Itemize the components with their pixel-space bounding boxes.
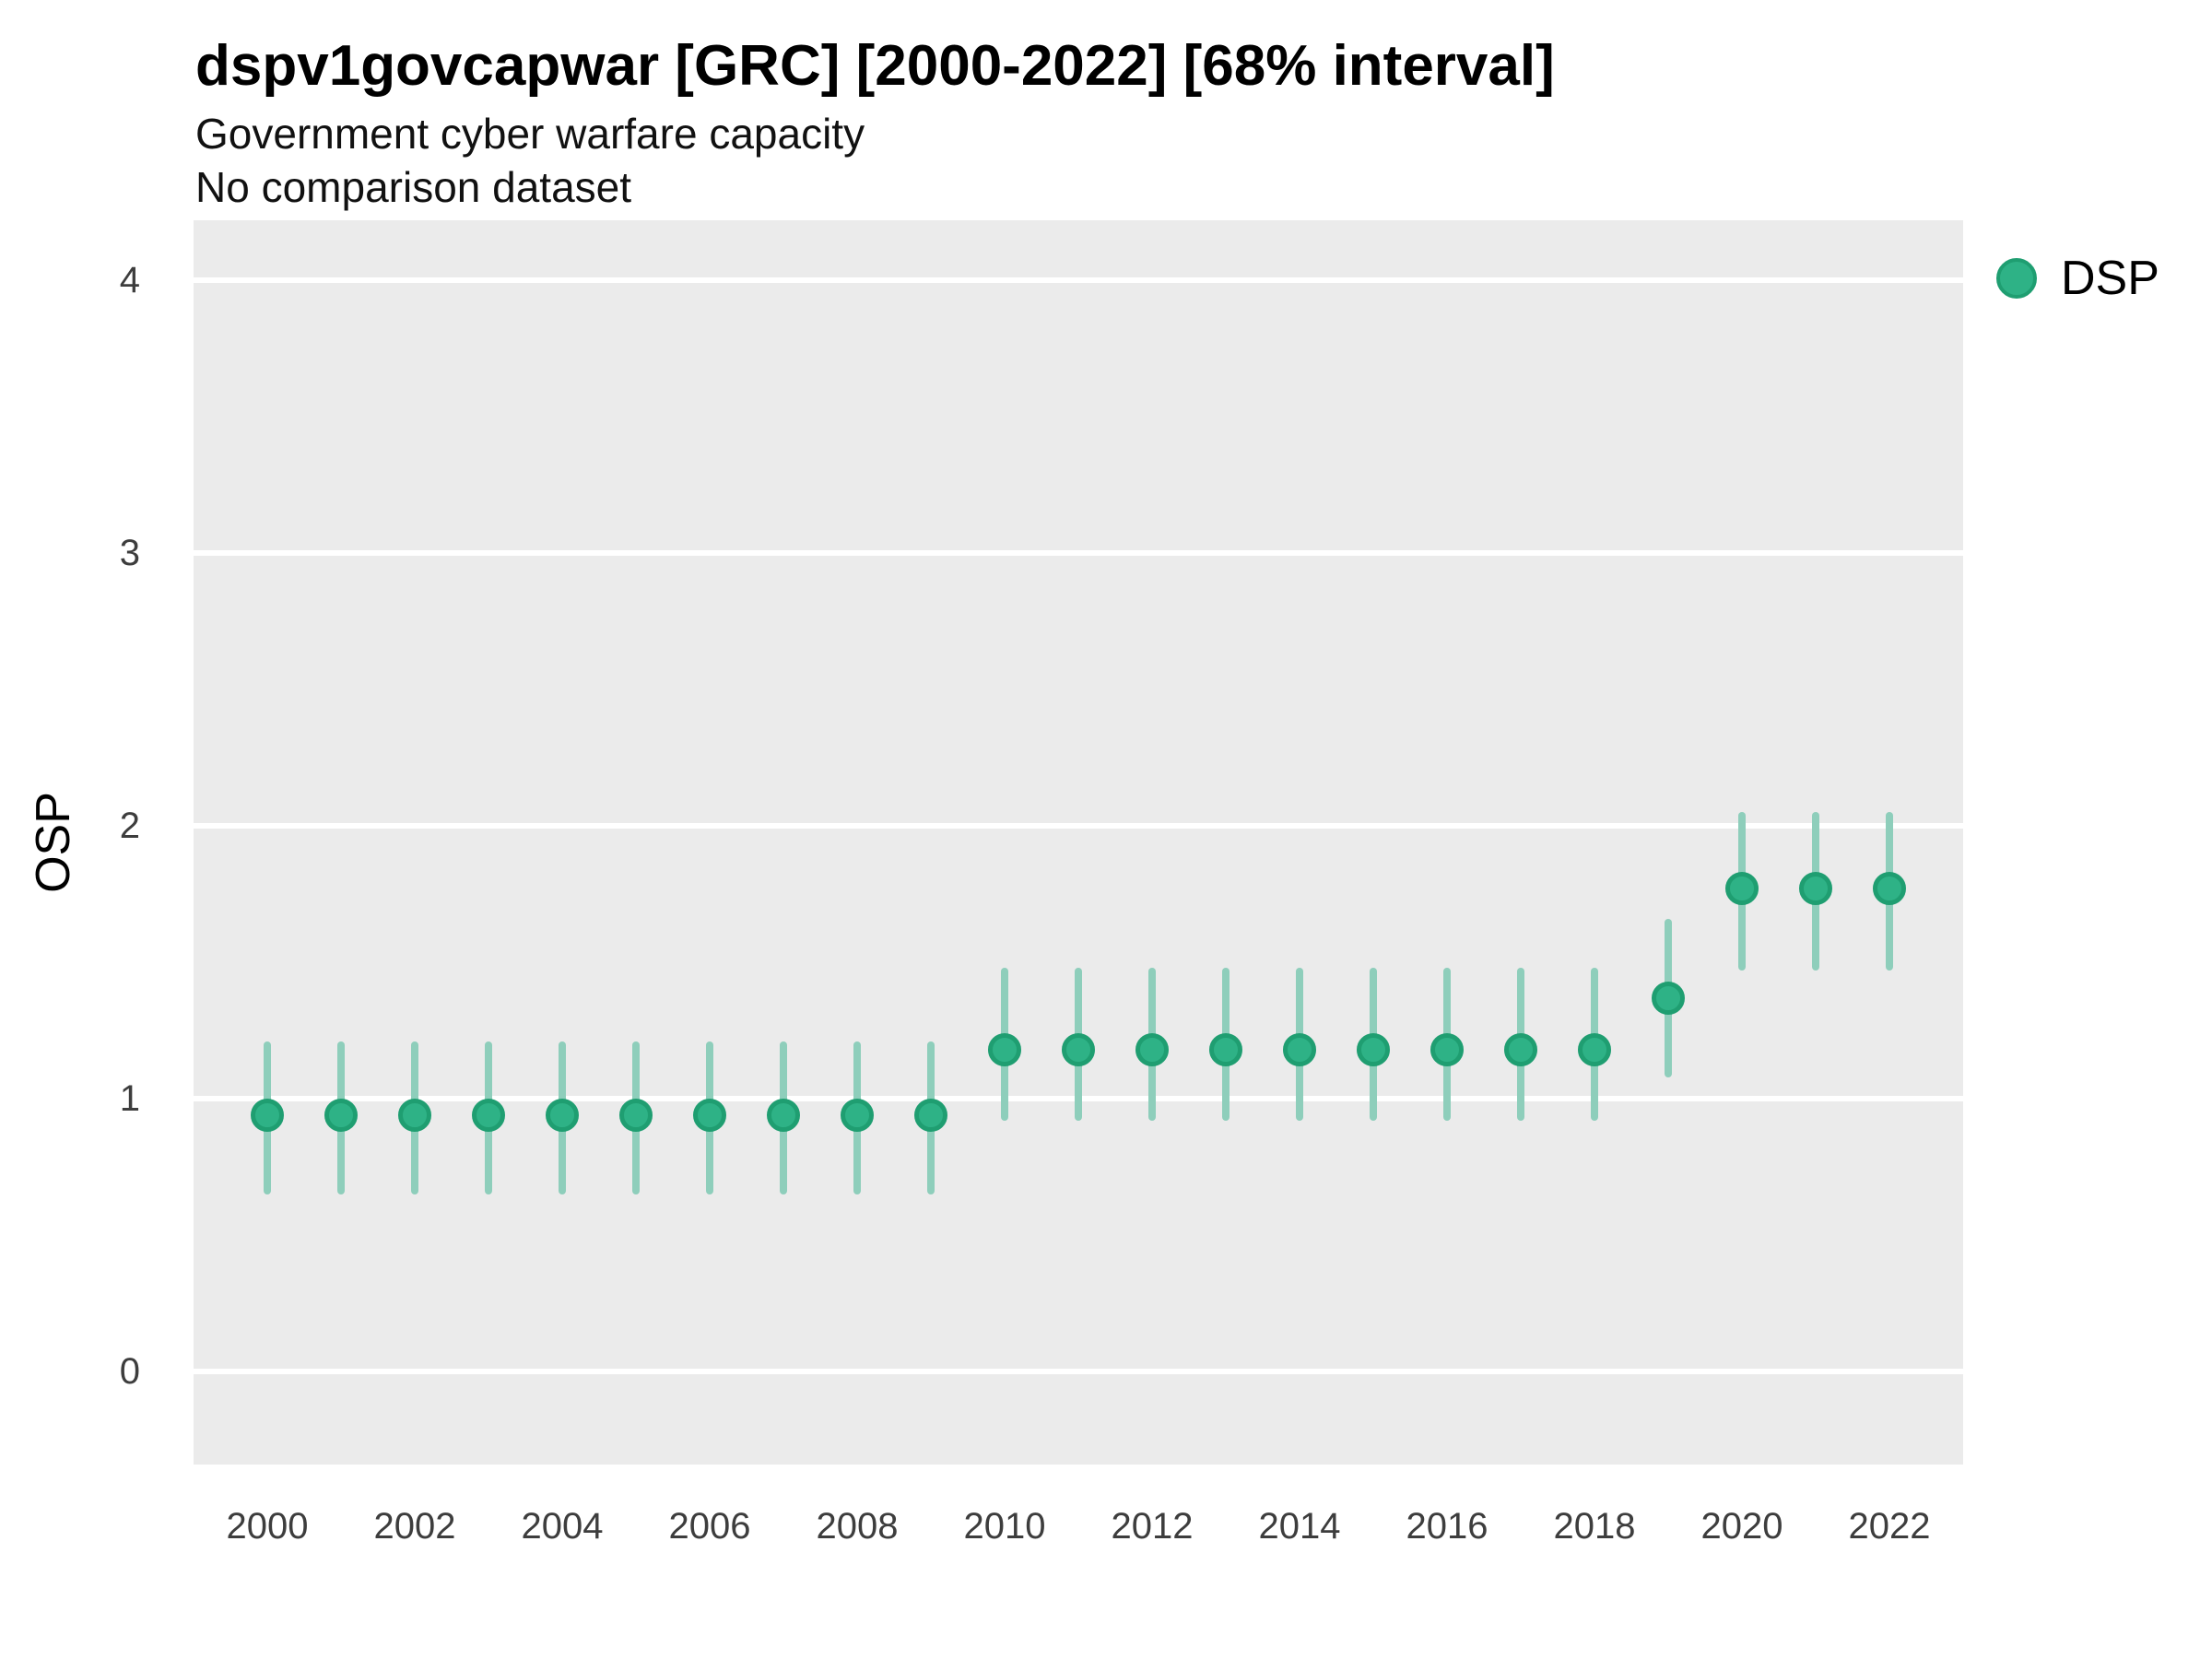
x-tick-label-2008: 2008 bbox=[816, 1506, 899, 1547]
y-tick-label-4: 4 bbox=[119, 260, 140, 301]
x-tick-label-2016: 2016 bbox=[1406, 1506, 1488, 1547]
chart-subtitle-line1: Government cyber warfare capacity bbox=[195, 110, 865, 158]
data-point-2009 bbox=[914, 1099, 947, 1133]
legend-label: DSP bbox=[2061, 252, 2159, 305]
x-tick-label-2018: 2018 bbox=[1553, 1506, 1636, 1547]
data-point-2017 bbox=[1504, 1033, 1537, 1066]
y-tick-label-2: 2 bbox=[119, 806, 140, 847]
data-point-2001 bbox=[324, 1099, 358, 1133]
data-point-2008 bbox=[841, 1099, 874, 1133]
x-tick-label-2006: 2006 bbox=[668, 1506, 751, 1547]
y-tick-label-3: 3 bbox=[119, 533, 140, 574]
chart-subtitle-line2: No comparison dataset bbox=[195, 163, 632, 211]
x-tick-label-2014: 2014 bbox=[1258, 1506, 1341, 1547]
data-point-2010 bbox=[988, 1033, 1021, 1066]
x-tick-label-2020: 2020 bbox=[1700, 1506, 1783, 1547]
gridline-y-4 bbox=[194, 277, 1963, 284]
x-tick-label-2000: 2000 bbox=[226, 1506, 309, 1547]
gridline-y-0 bbox=[194, 1369, 1963, 1375]
data-point-2022 bbox=[1873, 872, 1906, 906]
y-tick-label-1: 1 bbox=[119, 1078, 140, 1120]
x-tick-label-2010: 2010 bbox=[963, 1506, 1046, 1547]
chart-subtitle: Government cyber warfare capacity No com… bbox=[195, 107, 865, 214]
x-tick-label-2012: 2012 bbox=[1111, 1506, 1194, 1547]
x-tick-label-2004: 2004 bbox=[521, 1506, 604, 1547]
chart-title: dspv1govcapwar [GRC] [2000-2022] [68% in… bbox=[195, 34, 1555, 98]
data-point-2007 bbox=[767, 1099, 800, 1133]
data-point-2020 bbox=[1725, 872, 1759, 906]
data-point-2002 bbox=[398, 1099, 431, 1133]
data-point-2018 bbox=[1578, 1033, 1611, 1066]
y-tick-label-0: 0 bbox=[119, 1351, 140, 1393]
data-point-2004 bbox=[546, 1099, 579, 1133]
gridline-y-3 bbox=[194, 550, 1963, 557]
data-point-2019 bbox=[1652, 981, 1685, 1015]
data-point-2016 bbox=[1430, 1033, 1464, 1066]
legend: DSP bbox=[1996, 251, 2159, 306]
data-point-2012 bbox=[1135, 1033, 1169, 1066]
plot-panel bbox=[194, 220, 1963, 1465]
x-tick-label-2022: 2022 bbox=[1848, 1506, 1931, 1547]
gridline-y-2 bbox=[194, 823, 1963, 830]
data-point-2014 bbox=[1283, 1033, 1316, 1066]
legend-point-icon bbox=[1996, 258, 2037, 299]
data-point-2006 bbox=[693, 1099, 726, 1133]
data-point-2005 bbox=[619, 1099, 653, 1133]
data-point-2013 bbox=[1209, 1033, 1242, 1066]
data-point-2011 bbox=[1062, 1033, 1095, 1066]
data-point-2000 bbox=[251, 1099, 284, 1133]
data-point-2015 bbox=[1357, 1033, 1390, 1066]
data-point-2003 bbox=[472, 1099, 505, 1133]
x-tick-label-2002: 2002 bbox=[373, 1506, 456, 1547]
data-point-2021 bbox=[1799, 872, 1832, 906]
